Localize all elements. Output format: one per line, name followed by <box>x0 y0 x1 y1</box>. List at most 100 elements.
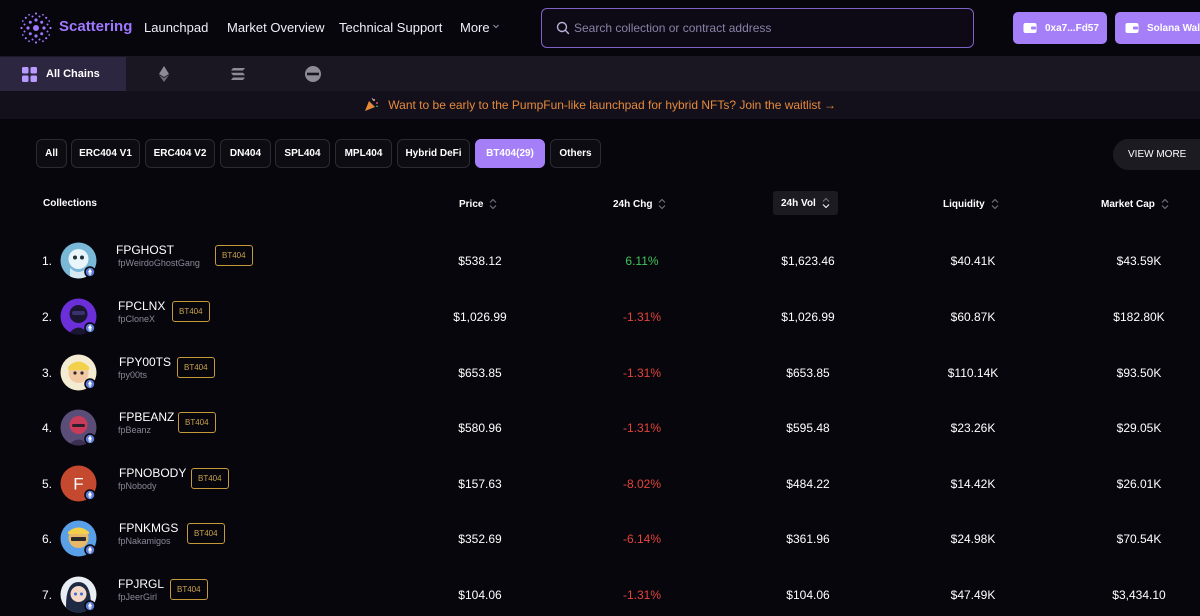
column-liquidity-label: Liquidity <box>943 198 985 210</box>
volume-value: $484.22 <box>786 477 830 491</box>
search-box[interactable] <box>541 8 974 48</box>
brand-name[interactable]: Scattering <box>59 18 133 35</box>
table-row[interactable]: 6. FPNKMGS fpNakamigos BT404 $352.69 -6.… <box>0 512 1200 564</box>
chain-tab-all-label: All Chains <box>46 68 100 80</box>
liquidity-value: $47.49K <box>950 588 996 602</box>
sort-icon <box>991 198 999 210</box>
filter-all[interactable]: All <box>36 139 67 168</box>
table-row[interactable]: 7. FPJRGL fpJeerGirl BT404 $104.06 -1.31… <box>0 568 1200 616</box>
collection-subname: fpWeirdoGhostGang <box>118 258 200 268</box>
filter-dn404[interactable]: DN404 <box>220 139 271 168</box>
row-rank: 1. <box>42 254 53 268</box>
collection-subname: fpJeerGirl <box>118 592 158 602</box>
price-value: $104.06 <box>458 588 502 602</box>
solana-icon[interactable] <box>230 66 246 82</box>
column-price[interactable]: Price <box>459 198 497 210</box>
solana-wallet-label: Solana Wallet <box>1147 22 1200 34</box>
column-price-label: Price <box>459 198 484 210</box>
filter-hybrid-defi[interactable]: Hybrid DeFi <box>397 139 470 168</box>
row-rank: 3. <box>42 366 53 380</box>
standard-badge: BT404 <box>172 301 210 322</box>
price-value: $352.69 <box>458 532 502 546</box>
column-24h-volume[interactable]: 24h Vol <box>773 191 838 215</box>
other-chain-icon[interactable] <box>305 66 321 82</box>
column-collections-label: Collections <box>43 198 97 209</box>
column-market-cap[interactable]: Market Cap <box>1101 198 1169 210</box>
wallet-address-label: 0xa7...Fd57 <box>1045 22 1099 34</box>
banner-text: Want to be early to the PumpFun-like lau… <box>388 98 837 112</box>
liquidity-value: $14.42K <box>950 477 996 491</box>
market-cap-value: $93.50K <box>1116 366 1162 380</box>
volume-value: $104.06 <box>786 588 830 602</box>
collection-subname: fpBeanz <box>118 425 152 435</box>
table-row[interactable]: 1. FPGHOST fpWeirdoGhostGang BT404 $538.… <box>0 234 1200 286</box>
filter-bt404[interactable]: BT404(29) <box>475 139 545 168</box>
market-cap-value: $70.54K <box>1116 532 1162 546</box>
filter-erc404-v1[interactable]: ERC404 V1 <box>71 139 140 168</box>
view-more-button[interactable]: VIEW MORE <box>1113 139 1200 170</box>
row-rank: 4. <box>42 421 53 435</box>
change-value: -1.31% <box>622 588 662 602</box>
table-row[interactable]: 5. F FPNOBODY fpNobody BT404 $157.63 -8.… <box>0 457 1200 509</box>
market-cap-value: $3,434.10 <box>1112 588 1166 602</box>
chain-selector-bar: All Chains <box>0 57 1200 91</box>
nav-technical-support[interactable]: Technical Support <box>339 20 443 35</box>
change-value: -6.14% <box>622 532 662 546</box>
standard-badge: BT404 <box>170 579 208 600</box>
collection-avatar <box>60 354 97 391</box>
price-value: $538.12 <box>458 254 502 268</box>
market-cap-value: $26.01K <box>1116 477 1162 491</box>
wallet-address-button[interactable]: 0xa7...Fd57 <box>1013 12 1107 44</box>
nav-launchpad[interactable]: Launchpad <box>144 20 209 35</box>
filter-mpl404[interactable]: MPL404 <box>335 139 392 168</box>
scattering-logo-icon[interactable] <box>18 10 54 46</box>
market-cap-value: $43.59K <box>1116 254 1162 268</box>
chevron-down-icon[interactable] <box>492 22 500 30</box>
top-header: Scattering Launchpad Market Overview Tec… <box>0 0 1200 57</box>
search-icon <box>556 21 570 35</box>
filter-others[interactable]: Others <box>550 139 601 168</box>
standard-badge: BT404 <box>191 468 229 489</box>
filter-erc404-v2[interactable]: ERC404 V2 <box>145 139 215 168</box>
ethereum-icon[interactable] <box>156 66 172 82</box>
nav-market-overview[interactable]: Market Overview <box>227 20 325 35</box>
collection-subname: fpCloneX <box>118 314 156 324</box>
volume-value: $361.96 <box>786 532 830 546</box>
row-rank: 6. <box>42 532 53 546</box>
collection-subname: fpNobody <box>118 481 157 491</box>
collection-avatar <box>60 520 97 557</box>
grid-icon <box>22 66 37 82</box>
collection-name: FPCLNX <box>118 299 166 313</box>
liquidity-value: $60.87K <box>950 310 996 324</box>
column-24h-volume-label: 24h Vol <box>781 197 816 209</box>
collection-avatar <box>60 576 97 613</box>
price-value: $157.63 <box>458 477 502 491</box>
row-rank: 2. <box>42 310 53 324</box>
collection-avatar <box>60 242 97 279</box>
table-row[interactable]: 2. FPCLNX fpCloneX BT404 $1,026.99 -1.31… <box>0 290 1200 342</box>
sort-icon <box>490 198 497 210</box>
avatar-letter: F <box>73 475 83 494</box>
waitlist-banner[interactable]: Want to be early to the PumpFun-like lau… <box>0 91 1200 119</box>
volume-value: $1,623.46 <box>781 254 835 268</box>
collection-avatar <box>60 409 97 446</box>
chain-tab-all[interactable]: All Chains <box>0 57 126 91</box>
column-24h-change[interactable]: 24h Chg <box>613 198 666 210</box>
nav-more[interactable]: More <box>460 20 490 35</box>
search-input[interactable] <box>574 18 964 38</box>
filter-spl404[interactable]: SPL404 <box>275 139 330 168</box>
table-row[interactable]: 4. FPBEANZ fpBeanz BT404 $580.96 -1.31% … <box>0 401 1200 453</box>
column-24h-change-label: 24h Chg <box>613 198 653 210</box>
change-value: 6.11% <box>625 254 659 268</box>
party-popper-icon <box>364 97 379 111</box>
solana-wallet-button[interactable]: Solana Wallet <box>1115 12 1200 44</box>
change-value: -1.31% <box>622 421 662 435</box>
column-market-cap-label: Market Cap <box>1101 198 1155 210</box>
column-liquidity[interactable]: Liquidity <box>943 198 999 210</box>
standard-badge: BT404 <box>177 357 215 378</box>
table-row[interactable]: 3. FPY00TS fpy00ts BT404 $653.85 -1.31% … <box>0 346 1200 398</box>
collection-name: FPGHOST <box>116 243 175 257</box>
liquidity-value: $40.41K <box>950 254 996 268</box>
collection-name: FPNOBODY <box>119 466 187 480</box>
liquidity-value: $23.26K <box>950 421 996 435</box>
